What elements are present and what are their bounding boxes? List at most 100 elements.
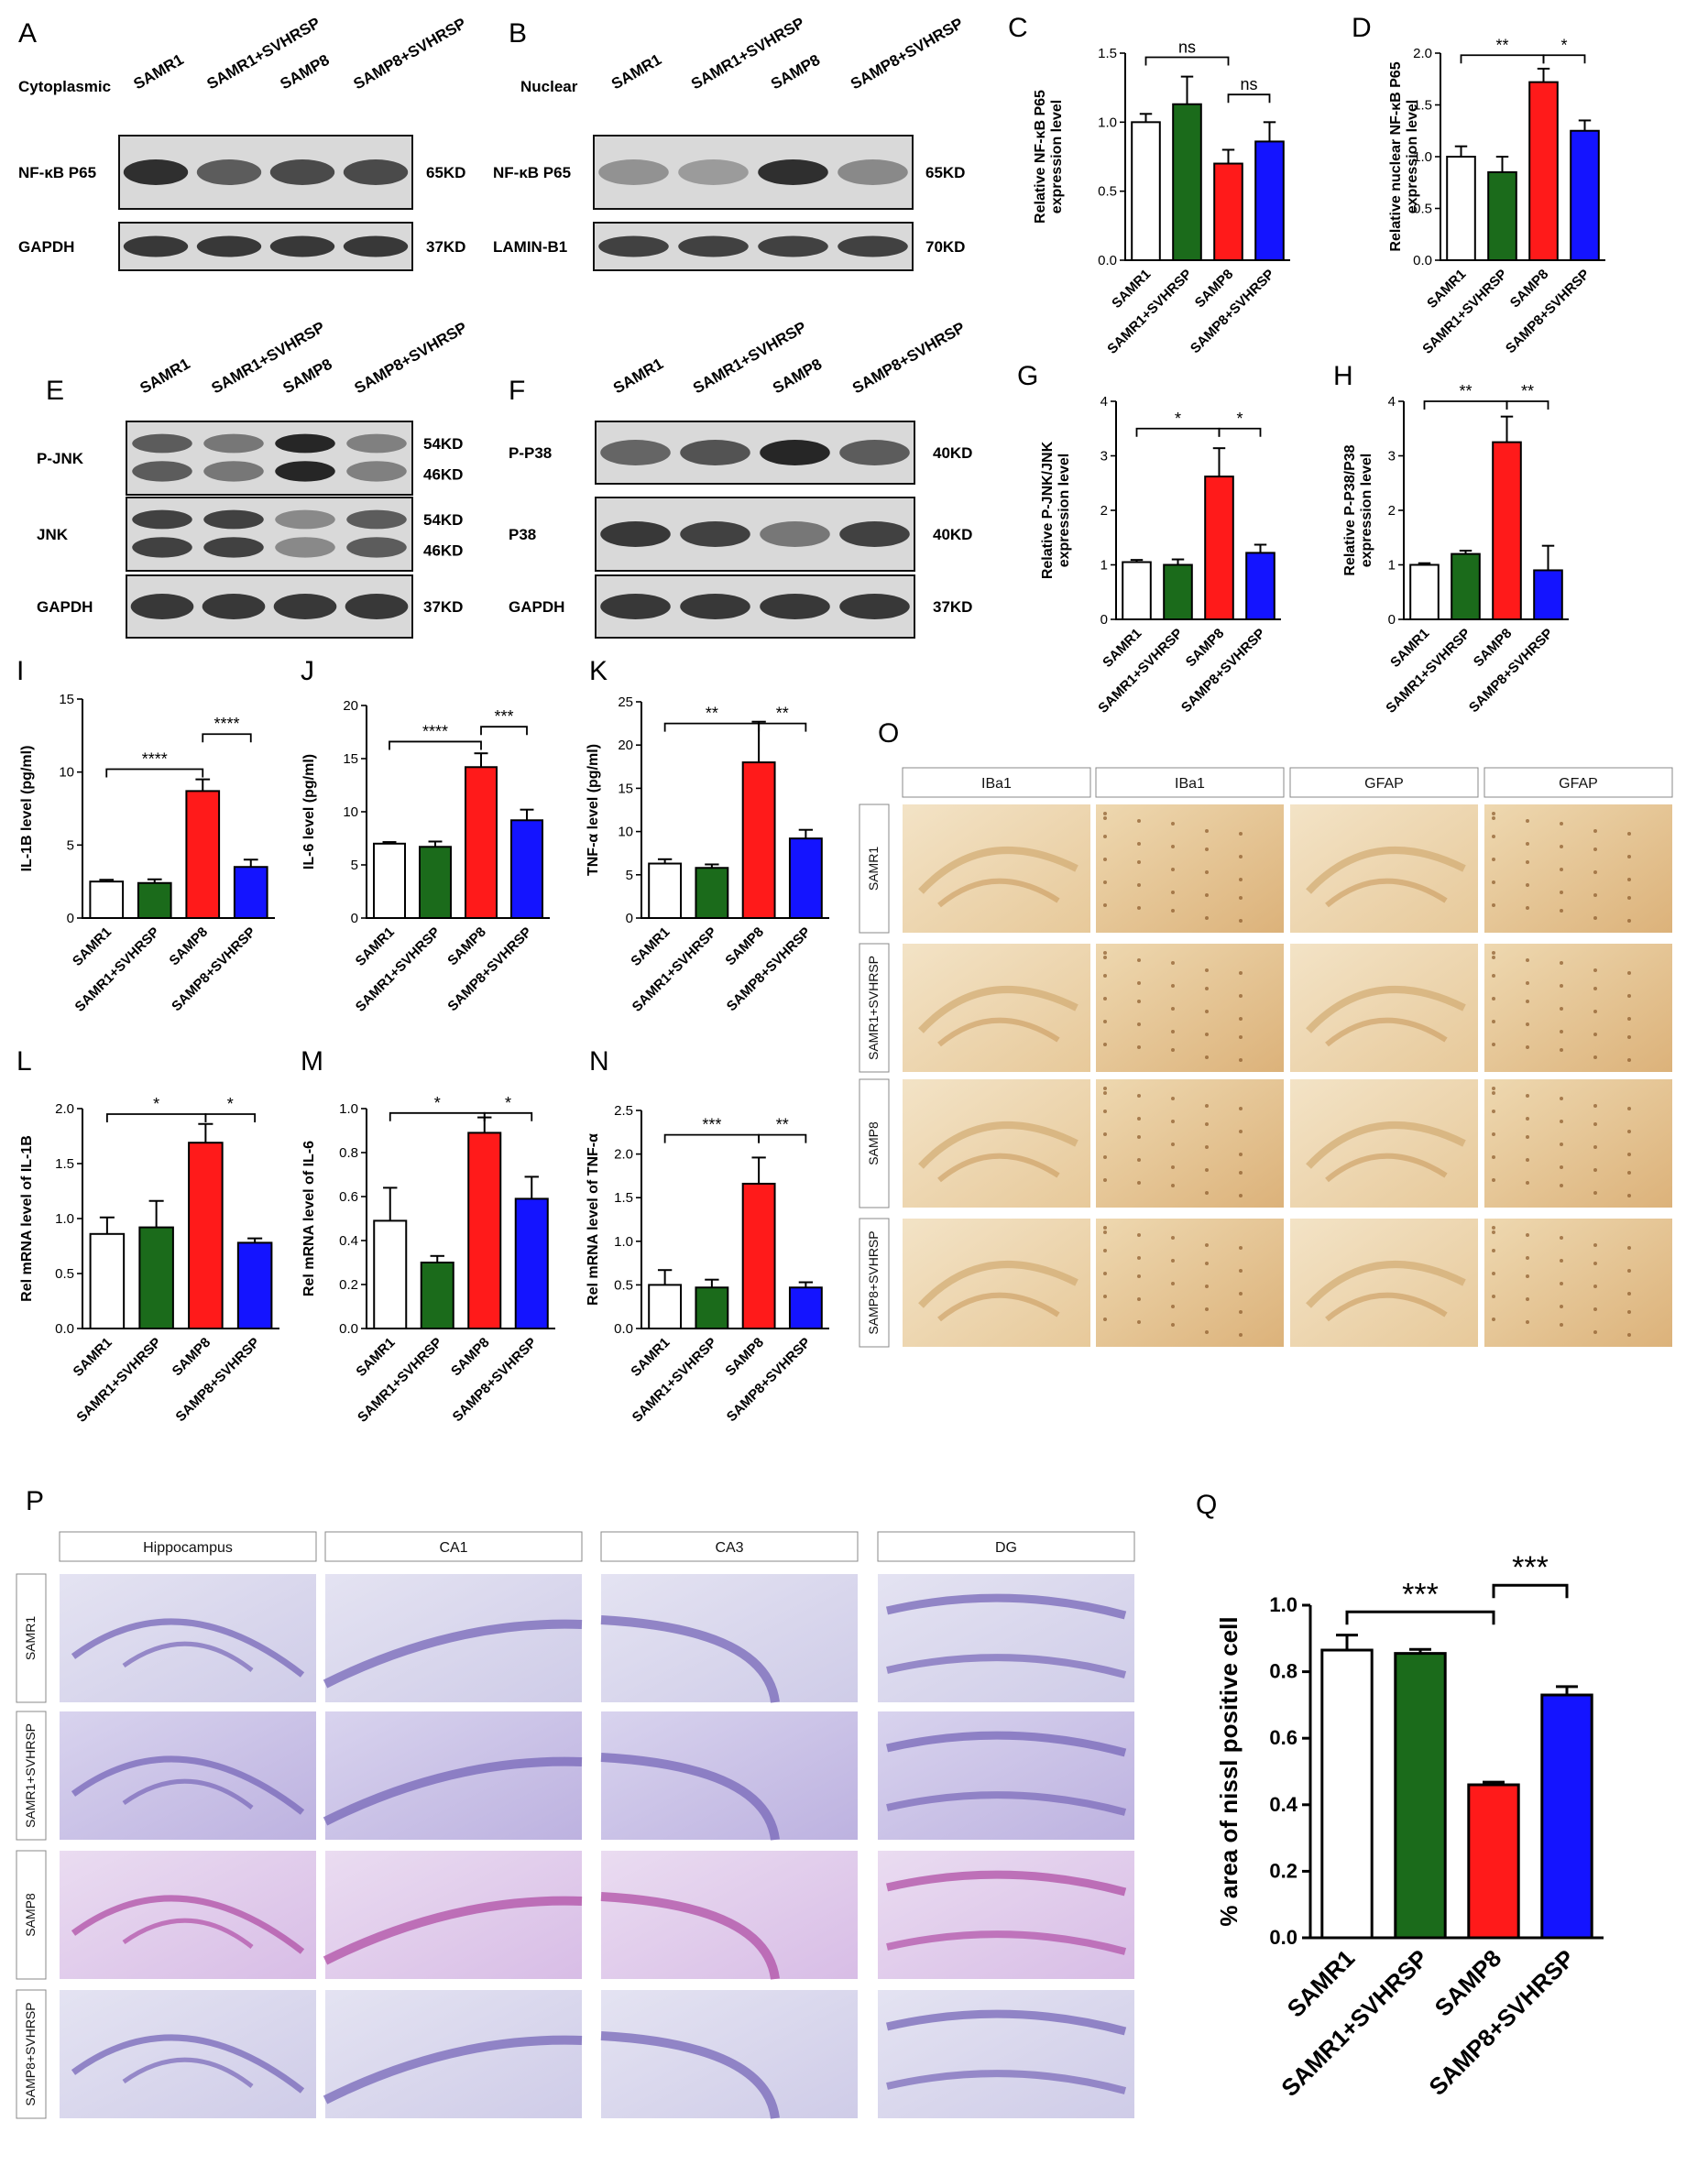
stained-cell	[1205, 847, 1209, 851]
row-header-box	[859, 943, 890, 1073]
significance-bracket	[389, 740, 482, 750]
stained-cell	[1627, 971, 1631, 975]
stained-cell	[1137, 906, 1141, 910]
stained-cell	[1492, 974, 1495, 978]
y-tick-label: 1.5	[1098, 46, 1117, 61]
stained-cell	[1205, 1307, 1209, 1311]
y-axis-label: IL-6 level (pg/ml)	[301, 754, 317, 869]
chart-panel-c: C 0.0 0.5 1.0 1.5 Relative NF-κB P65 expressio…	[1008, 13, 1290, 357]
significance-label: ns	[1240, 75, 1257, 93]
ihc-image-background	[1484, 944, 1672, 1072]
bar	[1467, 1783, 1520, 1940]
stained-cell	[1627, 1171, 1631, 1175]
y-tick-label: 15	[343, 751, 358, 767]
significance-bracket	[758, 722, 807, 732]
stained-cell	[1205, 870, 1209, 874]
row-header: SAMR1	[23, 1616, 38, 1660]
cell-layer	[886, 2070, 1127, 2094]
stained-cell	[1627, 1107, 1631, 1110]
chart-panel-k: K 0 5 10 15 20 25 TNF-α level (pg/ml) SAMR1SAMR1…	[586, 656, 829, 1015]
stained-cell	[1492, 997, 1495, 1000]
stained-cell	[1137, 1297, 1141, 1301]
y-tick-label: 1.0	[55, 1211, 74, 1227]
significance-bracket	[1542, 54, 1586, 64]
x-tick-label: SAMR1	[628, 1335, 673, 1380]
stained-cell	[1526, 1274, 1529, 1278]
y-axis-label: TNF-α level (pg/ml)	[586, 744, 601, 876]
bar	[138, 1226, 174, 1329]
ihc-image	[1096, 804, 1284, 933]
significance-label: ***	[702, 1116, 721, 1134]
blot-band	[839, 521, 910, 547]
y-tick-label: 0.4	[1269, 1793, 1297, 1816]
ihc-image	[1484, 804, 1672, 933]
stained-cell	[1205, 916, 1209, 920]
cell-layer	[323, 2035, 583, 2105]
stained-cell	[1627, 1058, 1631, 1062]
row-header-box	[16, 1573, 47, 1703]
y-axis-label: Relative P-JNK/JNK	[1040, 441, 1056, 579]
stained-cell	[1627, 919, 1631, 923]
stained-cell	[1560, 845, 1563, 848]
significance-bracket	[663, 722, 761, 732]
stained-cell	[1560, 868, 1563, 871]
stained-cell	[1205, 1191, 1209, 1195]
bar	[1446, 156, 1476, 261]
stained-cell	[1492, 812, 1495, 815]
stained-cell	[1137, 981, 1141, 985]
stained-cell	[1137, 883, 1141, 887]
y-tick-label: 2	[1100, 503, 1108, 519]
y-tick-label: 0	[626, 911, 633, 926]
blot-band	[346, 461, 407, 482]
stained-cell	[1627, 1017, 1631, 1021]
stained-cell	[1103, 1043, 1107, 1046]
y-tick-label: 0.0	[1269, 1926, 1297, 1949]
x-tick-label: SAMR1+SVHRSP	[630, 924, 720, 1015]
y-tick-label: 1.5	[55, 1156, 74, 1172]
significance-label: **	[776, 1116, 789, 1134]
blot-band	[132, 433, 192, 454]
column-header-box	[902, 767, 1091, 798]
bar	[1245, 552, 1276, 620]
stained-cell	[1526, 883, 1529, 887]
ihc-image	[903, 804, 1090, 933]
lane-label: SAMP8+SVHRSP	[352, 319, 470, 398]
lane-label: SAMR1	[608, 50, 664, 93]
y-tick-label: 15	[59, 692, 74, 707]
column-header: GFAP	[1364, 776, 1404, 792]
lane-label: SAMP8+SVHRSP	[351, 15, 469, 93]
stained-cell	[1526, 1045, 1529, 1049]
stained-cell	[1171, 1048, 1175, 1052]
stained-cell	[1526, 958, 1529, 962]
ihc-panel-O: O IBa1 IBa1 GFAP GFAP SAMR1 SAMR1+SVHRSP SAMP8 S…	[859, 718, 1673, 1348]
panel-label: D	[1352, 13, 1372, 43]
tissue-layer	[1325, 1292, 1448, 1322]
column-header-box	[600, 1531, 859, 1562]
y-tick-label: 0	[67, 911, 74, 926]
bar	[89, 1232, 126, 1330]
nissl-image	[323, 1574, 583, 1702]
blot-band	[600, 440, 671, 465]
panel-label: L	[16, 1046, 32, 1077]
stained-cell	[1103, 1091, 1107, 1095]
stained-cell	[1103, 835, 1107, 838]
stained-cell	[1560, 1236, 1563, 1240]
bar	[1122, 561, 1152, 621]
stained-cell	[1171, 1236, 1175, 1240]
column-header-box	[1484, 767, 1673, 798]
stained-cell	[1593, 870, 1597, 874]
stained-cell	[1103, 880, 1107, 884]
stained-cell	[1137, 1094, 1141, 1098]
stained-cell	[1205, 1330, 1209, 1334]
bar	[1409, 563, 1440, 620]
stained-cell	[1627, 832, 1631, 836]
blot-row-label: P-P38	[509, 444, 552, 462]
blot-band	[132, 537, 192, 558]
y-tick-label: 1	[1388, 558, 1396, 574]
stained-cell	[1205, 893, 1209, 897]
stained-cell	[1593, 1145, 1597, 1149]
x-tick-label: SAMP8+SVHRSP	[450, 1335, 540, 1425]
y-axis-label: Relative nuclear NF-κB P65	[1388, 61, 1404, 251]
significance-label: ***	[1512, 1550, 1549, 1585]
